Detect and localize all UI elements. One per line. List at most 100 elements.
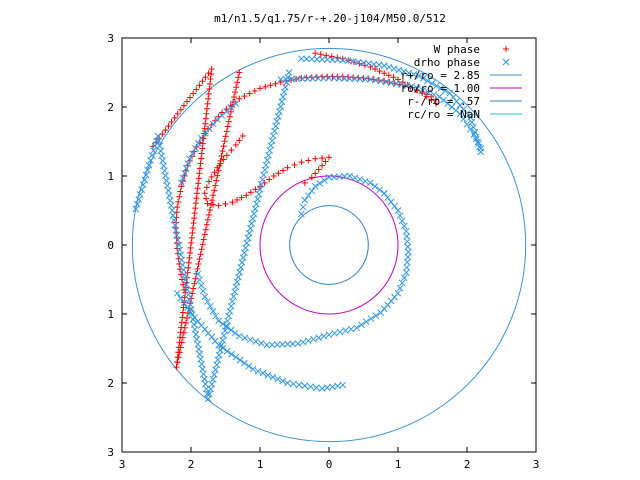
w-phase-point — [204, 105, 211, 112]
drho-phase-point — [367, 76, 374, 83]
w-phase-point — [177, 188, 184, 195]
drho-phase-point — [475, 140, 482, 148]
w-phase-point — [189, 225, 196, 232]
drho-phase-point — [285, 69, 293, 76]
drho-phase-point — [329, 56, 336, 64]
w-phase-point — [190, 285, 197, 292]
drho-phase-point — [342, 327, 349, 334]
w-phase-point — [195, 180, 202, 187]
drho-phase-point — [277, 103, 284, 110]
legend-label: W phase — [434, 43, 480, 56]
drho-phase-point — [325, 174, 333, 181]
drho-phase-point — [339, 381, 347, 389]
w-phase-point — [184, 98, 191, 105]
drho-phase-point — [467, 113, 474, 121]
y-tick-label: 0 — [107, 239, 114, 252]
drho-phase-point — [251, 205, 259, 213]
drho-phase-point — [323, 384, 331, 392]
w-phase-point — [257, 85, 263, 92]
w-phase-point — [196, 82, 203, 89]
w-phase-point — [229, 199, 236, 206]
drho-phase-point — [239, 254, 247, 261]
w-phase-point — [197, 251, 204, 258]
x-tick-label: 1 — [395, 458, 402, 471]
drho-phase-point — [135, 196, 143, 203]
drho-phase-point — [356, 75, 364, 83]
drho-phase-point — [323, 56, 331, 63]
w-phase-point — [197, 160, 204, 167]
w-phase-point — [193, 86, 200, 93]
drho-phase-point — [294, 340, 302, 348]
w-phase-point — [399, 79, 406, 86]
drho-phase-point — [398, 217, 406, 225]
drho-phase-point — [325, 74, 333, 82]
w-phase-point — [270, 173, 277, 179]
w-phase-point — [193, 195, 200, 202]
drho-phase-point — [299, 338, 307, 346]
drho-phase-point — [173, 289, 181, 297]
w-phase-point — [199, 140, 206, 147]
data-points — [132, 50, 485, 403]
w-phase-point — [205, 211, 212, 218]
drho-phase-point — [405, 69, 413, 77]
w-phase-point — [220, 143, 227, 150]
drho-phase-point — [289, 340, 297, 348]
drho-phase-point — [395, 66, 403, 74]
drho-phase-point — [267, 142, 275, 149]
drho-phase-point — [341, 172, 348, 180]
w-phase-point — [291, 161, 298, 168]
legend-label: ro/ro = 1.00 — [401, 82, 480, 95]
y-tick-label: 3 — [107, 32, 114, 45]
drho-phase-point — [309, 75, 317, 82]
w-phase-point — [191, 210, 198, 217]
drho-phase-point — [245, 362, 253, 370]
w-phase-point — [187, 244, 194, 251]
w-phase-point — [205, 70, 212, 77]
x-tick-label: 3 — [533, 458, 540, 471]
w-phase-point — [372, 66, 378, 73]
drho-phase-point — [315, 334, 323, 342]
drho-phase-point — [186, 155, 193, 163]
drho-phase-point — [410, 71, 418, 78]
drho-phase-point — [304, 192, 312, 199]
drho-phase-point — [227, 302, 235, 310]
x-tick-label: 2 — [188, 458, 195, 471]
drho-phase-point — [228, 350, 235, 358]
w-phase-point — [191, 215, 198, 222]
drho-phase-point — [232, 283, 240, 291]
w-phase-point — [194, 185, 201, 192]
w-phase-point — [243, 192, 250, 199]
drho-phase-point — [472, 135, 480, 143]
w-phase-point — [175, 198, 182, 205]
drho-phase-point — [236, 268, 243, 276]
w-phase-point — [216, 162, 223, 169]
drho-phase-point — [477, 148, 485, 156]
drho-phase-point — [273, 341, 281, 348]
drho-phase-point — [470, 123, 477, 131]
drho-phase-point — [280, 88, 288, 96]
w-phase-point — [222, 200, 229, 207]
legend-label: rc/ro = NaN — [407, 108, 480, 121]
w-phase-point — [236, 69, 243, 76]
drho-phase-point — [235, 332, 243, 340]
w-phase-point — [182, 319, 189, 326]
drho-phase-point — [259, 369, 267, 377]
drho-phase-point — [331, 329, 338, 337]
drho-phase-point — [408, 82, 416, 90]
x-tick-label: 1 — [257, 458, 264, 471]
w-phase-point — [199, 241, 206, 248]
drho-phase-point — [313, 55, 321, 63]
drho-phase-point — [181, 169, 189, 177]
w-phase-point — [211, 187, 218, 194]
drho-phase-point — [142, 171, 150, 179]
drho-phase-point — [196, 276, 203, 284]
w-phase-point — [189, 229, 196, 236]
drho-phase-point — [213, 361, 221, 369]
w-phase-point — [174, 204, 181, 211]
drho-phase-point — [468, 118, 476, 126]
legend-label: r-/ro = .57 — [407, 95, 480, 108]
drho-phase-point — [425, 89, 432, 96]
w-phase-point — [190, 90, 197, 97]
w-phase-point — [326, 154, 332, 161]
w-phase-point — [235, 74, 242, 81]
